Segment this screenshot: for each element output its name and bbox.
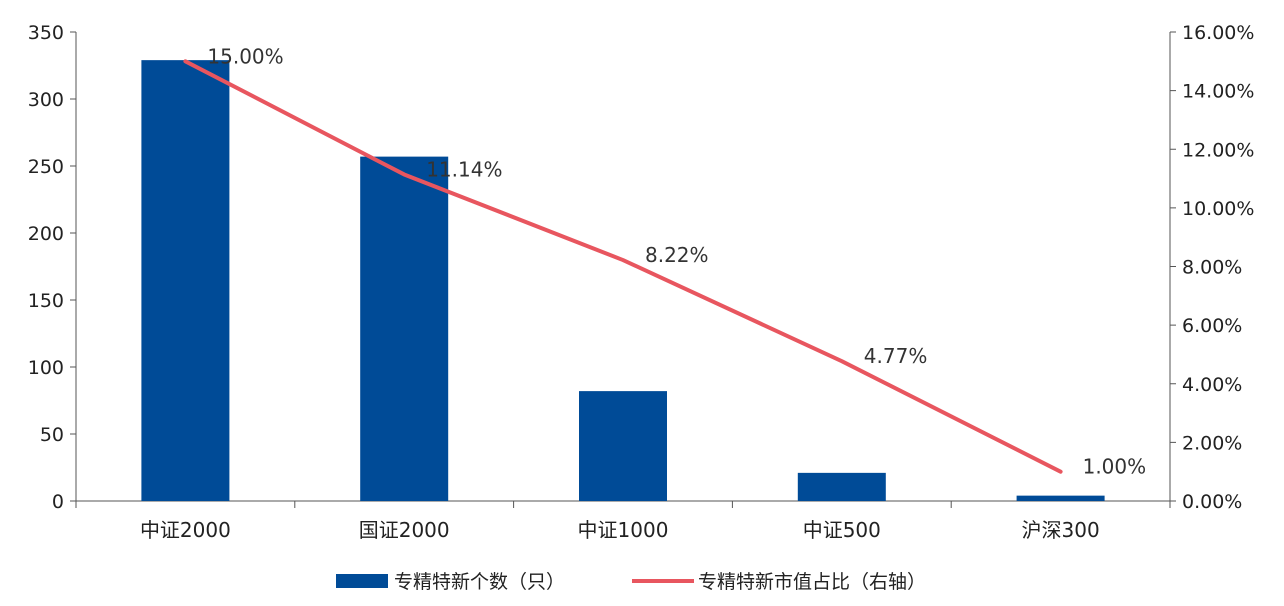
- legend: 专精特新个数（只） 专精特新市值占比（右轴）: [336, 571, 926, 593]
- bar: [141, 60, 230, 501]
- line-series: 15.00% 11.14% 8.22% 4.77% 1.00%: [183, 44, 1147, 479]
- left-tick-label: 200: [28, 223, 64, 245]
- left-y-axis: 0 50 100 150 200 250 300 350: [28, 22, 77, 513]
- category-label: 沪深300: [1022, 518, 1100, 542]
- right-tick-label: 8.00%: [1182, 257, 1242, 279]
- right-tick-label: 14.00%: [1182, 81, 1254, 103]
- bar: [797, 472, 886, 501]
- right-tick-label: 0.00%: [1182, 491, 1242, 513]
- right-y-axis: 0.00% 2.00% 4.00% 6.00% 8.00% 10.00% 12.00% 14.…: [1169, 22, 1254, 513]
- left-tick-label: 150: [28, 290, 64, 312]
- line-data-label: 15.00%: [207, 44, 283, 68]
- category-label: 中证1000: [578, 518, 669, 542]
- legend-swatch-bar: [336, 574, 388, 588]
- left-tick-label: 100: [28, 357, 64, 379]
- legend-label-line: 专精特新市值占比（右轴）: [698, 571, 926, 593]
- right-tick-label: 6.00%: [1182, 315, 1242, 337]
- left-tick-label: 350: [28, 22, 64, 44]
- left-tick-label: 300: [28, 89, 64, 111]
- bar: [360, 156, 449, 501]
- bar: [579, 391, 667, 501]
- bar-series: [141, 60, 1105, 501]
- bar: [1016, 495, 1105, 501]
- right-tick-label: 10.00%: [1182, 198, 1254, 220]
- line-data-label: 11.14%: [426, 157, 502, 181]
- left-tick-label: 50: [40, 424, 64, 446]
- category-label: 中证2000: [140, 518, 231, 542]
- line-data-label: 1.00%: [1083, 455, 1147, 479]
- category-label: 国证2000: [359, 518, 450, 542]
- line-path: [183, 59, 1063, 474]
- right-tick-label: 4.00%: [1182, 374, 1242, 396]
- x-axis: 中证2000 国证2000 中证1000 中证500 沪深300: [75, 500, 1171, 542]
- right-tick-label: 12.00%: [1182, 139, 1254, 161]
- category-label: 中证500: [803, 518, 881, 542]
- left-tick-label: 250: [28, 156, 64, 178]
- line-data-label: 8.22%: [645, 243, 709, 267]
- legend-label-bar: 专精特新个数（只）: [394, 571, 565, 593]
- line-data-label: 4.77%: [864, 344, 928, 368]
- right-tick-label: 2.00%: [1182, 432, 1242, 454]
- left-tick-label: 0: [52, 491, 64, 513]
- right-tick-label: 16.00%: [1182, 22, 1254, 44]
